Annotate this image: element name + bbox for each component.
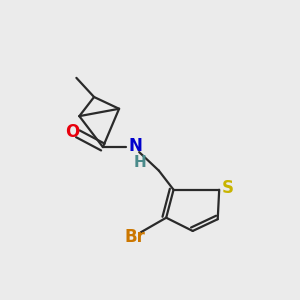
Text: Br: Br bbox=[124, 228, 145, 246]
Text: O: O bbox=[65, 123, 80, 141]
Text: S: S bbox=[221, 179, 233, 197]
Text: N: N bbox=[128, 136, 142, 154]
Text: H: H bbox=[133, 155, 146, 170]
